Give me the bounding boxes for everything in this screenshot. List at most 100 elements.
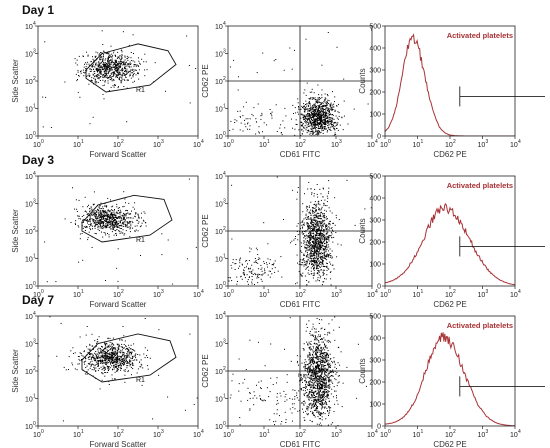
data-point — [312, 240, 314, 242]
data-point — [320, 229, 322, 230]
data-point — [328, 236, 330, 238]
data-point — [121, 349, 123, 351]
data-point — [248, 277, 250, 278]
data-point — [331, 237, 333, 239]
data-point — [88, 363, 90, 365]
x-tick-label: 10 — [33, 432, 41, 439]
data-point — [313, 265, 315, 267]
data-point — [102, 355, 103, 357]
data-point — [84, 363, 86, 365]
data-point — [110, 345, 112, 347]
data-point — [130, 223, 132, 225]
data-point — [315, 246, 317, 248]
data-point — [311, 127, 313, 129]
data-point — [317, 130, 319, 132]
data-point — [324, 118, 326, 120]
data-point — [263, 261, 265, 263]
data-point — [127, 212, 129, 214]
x-tick-exponent: 0 — [388, 289, 391, 295]
data-point — [312, 379, 314, 381]
data-point — [110, 209, 112, 211]
data-point — [72, 347, 74, 349]
data-point — [125, 358, 127, 360]
data-point — [324, 119, 326, 121]
data-point — [115, 74, 117, 76]
data-point — [133, 71, 135, 73]
data-point — [311, 91, 313, 93]
x-tick-exponent: 2 — [303, 139, 306, 145]
data-point — [98, 223, 100, 225]
data-point — [280, 124, 282, 126]
data-point — [107, 346, 108, 348]
data-point — [132, 359, 134, 361]
data-point — [291, 240, 293, 242]
data-point — [107, 366, 109, 368]
data-point — [100, 210, 102, 212]
data-point — [102, 349, 104, 351]
data-point — [125, 73, 127, 75]
data-point — [89, 208, 91, 210]
data-point — [116, 353, 118, 355]
data-point — [96, 211, 98, 213]
data-point — [108, 221, 110, 223]
data-point — [108, 220, 110, 222]
data-point — [161, 254, 163, 256]
data-point — [315, 206, 317, 208]
data-point — [315, 203, 317, 205]
data-point — [115, 233, 117, 234]
data-point — [312, 130, 314, 132]
data-point — [253, 107, 255, 109]
data-point — [319, 246, 321, 248]
data-point — [121, 77, 123, 79]
data-point — [318, 244, 320, 246]
data-point — [318, 94, 320, 96]
data-point — [110, 359, 112, 361]
data-point — [82, 259, 84, 261]
data-point — [318, 213, 320, 215]
data-point — [102, 228, 104, 230]
data-point — [313, 260, 314, 262]
data-point — [133, 64, 135, 66]
data-point — [144, 318, 146, 319]
data-point — [315, 102, 317, 103]
data-point — [333, 122, 335, 124]
data-point — [319, 215, 321, 217]
data-point — [108, 368, 110, 370]
data-point — [109, 65, 111, 67]
data-point — [95, 68, 97, 70]
data-point — [296, 231, 298, 232]
data-point — [98, 354, 100, 356]
x-axis-label: Forward Scatter — [90, 440, 147, 448]
data-point — [98, 212, 100, 213]
y-tick-label: 10 — [25, 284, 33, 291]
data-point — [315, 113, 317, 115]
data-point — [89, 218, 91, 220]
data-point — [316, 261, 318, 263]
data-point — [103, 74, 105, 76]
data-point — [125, 346, 127, 347]
data-point — [125, 348, 127, 350]
data-point — [251, 272, 253, 274]
data-point — [133, 349, 134, 351]
data-point — [315, 130, 317, 132]
data-point — [316, 222, 318, 224]
data-point — [310, 254, 312, 256]
data-point — [313, 121, 315, 123]
data-point — [309, 248, 311, 250]
data-point — [96, 64, 98, 66]
data-point — [127, 350, 129, 352]
data-point — [78, 75, 79, 76]
data-point — [317, 243, 319, 245]
data-point — [240, 116, 241, 118]
data-point — [112, 55, 114, 57]
data-point — [119, 228, 121, 229]
data-point — [103, 62, 105, 64]
data-point — [127, 354, 129, 356]
data-point — [119, 232, 121, 234]
data-point — [320, 412, 322, 414]
data-point — [336, 256, 338, 258]
data-point — [266, 262, 267, 264]
data-point — [314, 244, 316, 246]
data-point — [125, 224, 126, 226]
data-point — [93, 360, 95, 362]
